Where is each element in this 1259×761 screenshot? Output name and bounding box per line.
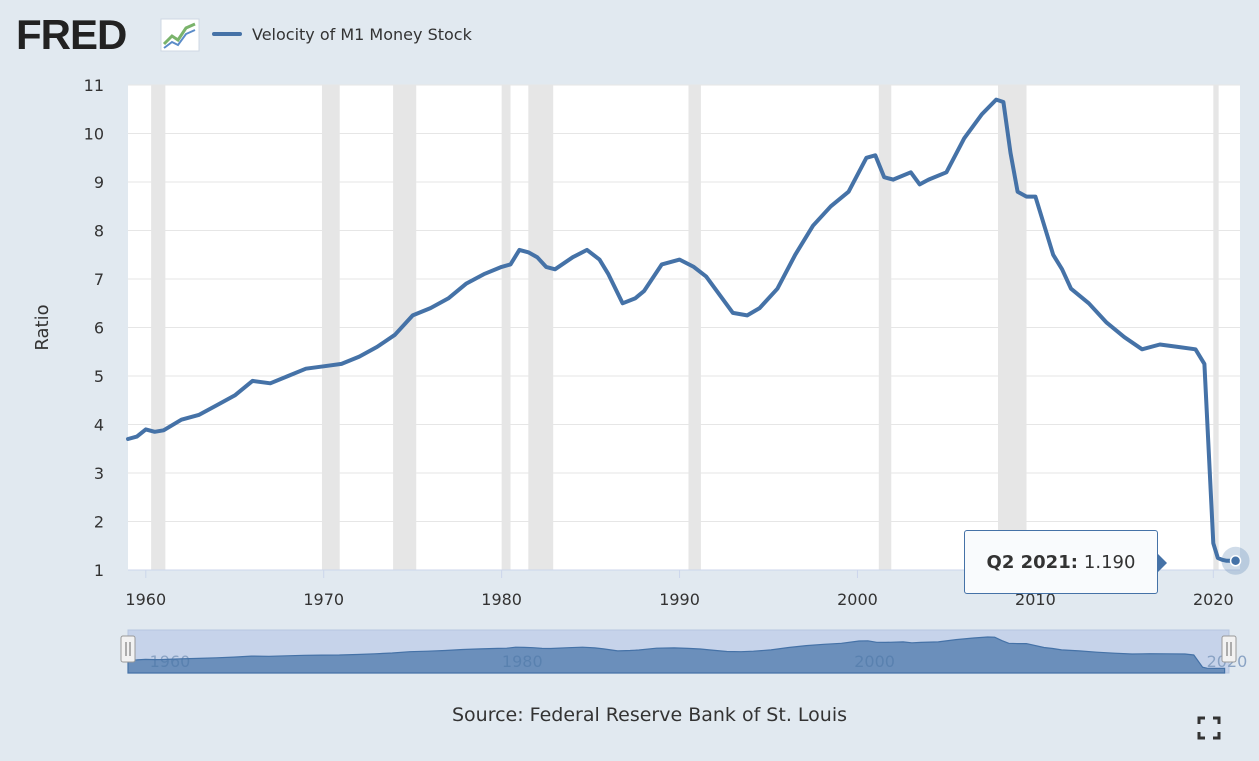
y-tick-label: 11: [84, 76, 104, 95]
fullscreen-icon[interactable]: [1197, 716, 1221, 740]
y-tick-label: 2: [94, 513, 104, 532]
navigator-handle-body: [1221, 635, 1237, 663]
tooltip: Q2 2021: 1.190: [964, 530, 1167, 594]
chart-header: FRED Velocity of M1 Money Stock: [0, 0, 1259, 70]
legend[interactable]: Velocity of M1 Money Stock: [212, 22, 472, 46]
y-axis-ticks: 1 2 3 4 5 6 7 8 9 10 11: [84, 76, 104, 580]
navigator[interactable]: 1960198020002020: [120, 629, 1247, 674]
hover-point: [1229, 555, 1242, 567]
x-tick-label: 1970: [303, 590, 344, 609]
x-tick-label: 1980: [481, 590, 522, 609]
x-tick-label: 2000: [837, 590, 878, 609]
x-axis-ticks: 1960 1970 1980 1990 2000 2010 2020: [125, 570, 1234, 609]
y-tick-label: 9: [94, 173, 104, 192]
fred-logo[interactable]: FRED: [16, 11, 127, 58]
x-tick-label: 1960: [125, 590, 166, 609]
navigator-handle[interactable]: [120, 635, 136, 663]
y-tick-label: 10: [84, 125, 104, 144]
y-tick-label: 1: [94, 561, 104, 580]
y-tick-label: 6: [94, 319, 104, 338]
chart[interactable]: 1 2 3 4 5 6 7 8 9 10 11 1960 1970 1980 1990 2000 2010 20…: [0, 60, 1259, 700]
y-tick-label: 4: [94, 416, 104, 435]
legend-label: Velocity of M1 Money Stock: [252, 24, 472, 44]
navigator-area: [127, 636, 1226, 674]
y-tick-label: 3: [94, 464, 104, 483]
navigator-handle-body: [120, 635, 136, 663]
y-tick-label: 7: [94, 270, 104, 289]
y-axis-label: Ratio: [32, 304, 53, 350]
fred-graph-icon: [160, 18, 200, 52]
source-note: Source: Federal Reserve Bank of St. Loui…: [451, 704, 847, 726]
y-tick-label: 5: [94, 367, 104, 386]
x-tick-label: 2010: [1015, 590, 1056, 609]
legend-swatch: [212, 32, 242, 36]
x-tick-label: 2020: [1193, 590, 1234, 609]
tooltip-label: Q2 2021:: [986, 551, 1078, 573]
y-tick-label: 8: [94, 222, 104, 241]
tooltip-value: 1.190: [1083, 551, 1136, 573]
x-tick-label: 1990: [659, 590, 700, 609]
series-line-group[interactable]: [126, 97, 1250, 575]
series-line: [126, 97, 1238, 563]
navigator-handle[interactable]: [1221, 635, 1237, 663]
